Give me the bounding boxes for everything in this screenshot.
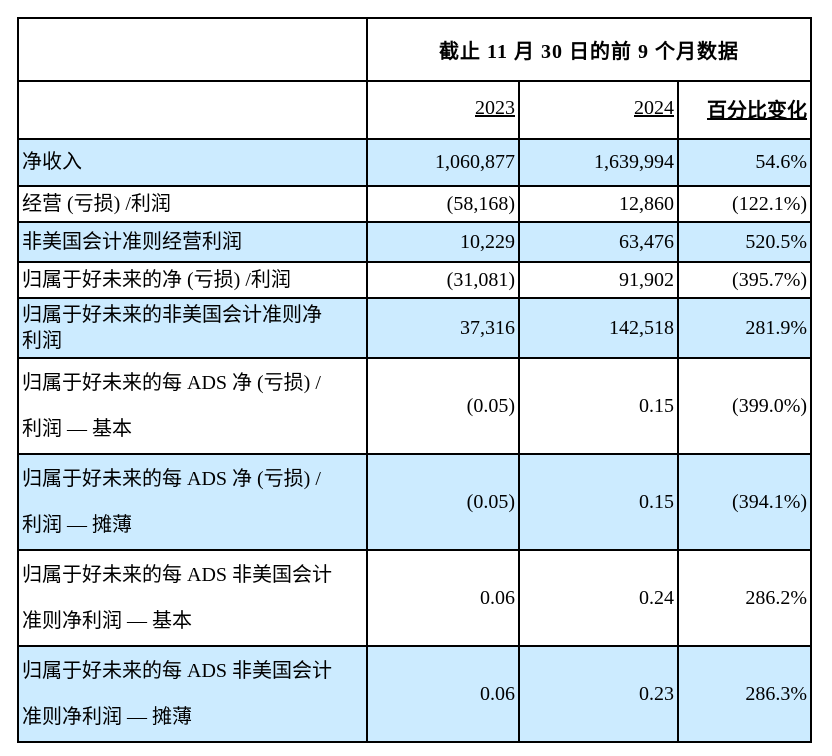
value-2024: 0.24 xyxy=(518,549,679,647)
value-2023: 1,060,877 xyxy=(366,138,520,187)
value-2024: 63,476 xyxy=(518,221,679,263)
value-percent-change: 286.2% xyxy=(676,549,813,647)
value-2024: 12,860 xyxy=(518,185,679,223)
column-header-2024-label: 2024 xyxy=(634,96,674,119)
table-row: 归属于好未来的净 (亏损) /利润 (31,081) 91,902 (395.7… xyxy=(17,261,813,299)
table-row: 归属于好未来的每 ADS 净 (亏损) / 利润 — 基本 (0.05) 0.1… xyxy=(17,357,813,455)
row-label: 非美国会计准则经营利润 xyxy=(17,221,368,263)
row-label: 归属于好未来的每 ADS 非美国会计 准则净利润 — 摊薄 xyxy=(17,645,368,743)
row-label: 经营 (亏损) /利润 xyxy=(17,185,368,223)
value-2024: 91,902 xyxy=(518,261,679,299)
period-header-row: 截止 11 月 30 日的前 9 个月数据 xyxy=(17,17,813,82)
table-row: 归属于好未来的每 ADS 非美国会计 准则净利润 — 摊薄 0.06 0.23 … xyxy=(17,645,813,743)
column-header-percent-change: 百分比变化 xyxy=(676,80,813,140)
table-row: 归属于好未来的非美国会计准则净 利润 37,316 142,518 281.9% xyxy=(17,297,813,359)
column-header-percent-change-label: 百分比变化 xyxy=(707,99,808,122)
value-2024: 142,518 xyxy=(518,297,679,359)
row-label: 归属于好未来的净 (亏损) /利润 xyxy=(17,261,368,299)
value-2023: (0.05) xyxy=(366,453,520,551)
row-label: 归属于好未来的每 ADS 净 (亏损) / 利润 — 基本 xyxy=(17,357,368,455)
table-row: 归属于好未来的每 ADS 净 (亏损) / 利润 — 摊薄 (0.05) 0.1… xyxy=(17,453,813,551)
value-2024: 0.15 xyxy=(518,357,679,455)
value-2023: (31,081) xyxy=(366,261,520,299)
value-percent-change: 520.5% xyxy=(676,221,813,263)
column-header-2023: 2023 xyxy=(366,80,520,140)
value-percent-change: (395.7%) xyxy=(676,261,813,299)
value-2023: (58,168) xyxy=(366,185,520,223)
value-percent-change: 286.3% xyxy=(676,645,813,743)
value-2023: (0.05) xyxy=(366,357,520,455)
row-label: 归属于好未来的每 ADS 净 (亏损) / 利润 — 摊薄 xyxy=(17,453,368,551)
financial-results-table: 截止 11 月 30 日的前 9 个月数据 2023 2024 百分比变化 净收… xyxy=(17,17,813,743)
table-row: 净收入 1,060,877 1,639,994 54.6% xyxy=(17,138,813,187)
row-label: 净收入 xyxy=(17,138,368,187)
column-header-2024: 2024 xyxy=(518,80,679,140)
value-percent-change: (394.1%) xyxy=(676,453,813,551)
corner-cell xyxy=(17,80,368,140)
value-percent-change: 281.9% xyxy=(676,297,813,359)
value-2023: 0.06 xyxy=(366,645,520,743)
corner-cell xyxy=(17,17,368,82)
period-header: 截止 11 月 30 日的前 9 个月数据 xyxy=(365,17,813,82)
value-2024: 0.15 xyxy=(518,453,679,551)
value-2023: 0.06 xyxy=(366,549,520,647)
value-2024: 1,639,994 xyxy=(518,138,679,187)
column-header-row: 2023 2024 百分比变化 xyxy=(17,80,813,140)
value-2024: 0.23 xyxy=(518,645,679,743)
table-row: 经营 (亏损) /利润 (58,168) 12,860 (122.1%) xyxy=(17,185,813,223)
value-2023: 37,316 xyxy=(366,297,520,359)
value-percent-change: (122.1%) xyxy=(676,185,813,223)
table-body: 净收入 1,060,877 1,639,994 54.6% 经营 (亏损) /利… xyxy=(17,138,813,743)
row-label: 归属于好未来的每 ADS 非美国会计 准则净利润 — 基本 xyxy=(17,549,368,647)
table-row: 非美国会计准则经营利润 10,229 63,476 520.5% xyxy=(17,221,813,263)
value-2023: 10,229 xyxy=(366,221,520,263)
value-percent-change: (399.0%) xyxy=(676,357,813,455)
row-label: 归属于好未来的非美国会计准则净 利润 xyxy=(17,297,368,359)
value-percent-change: 54.6% xyxy=(676,138,813,187)
table-row: 归属于好未来的每 ADS 非美国会计 准则净利润 — 基本 0.06 0.24 … xyxy=(17,549,813,647)
column-header-2023-label: 2023 xyxy=(475,96,515,119)
